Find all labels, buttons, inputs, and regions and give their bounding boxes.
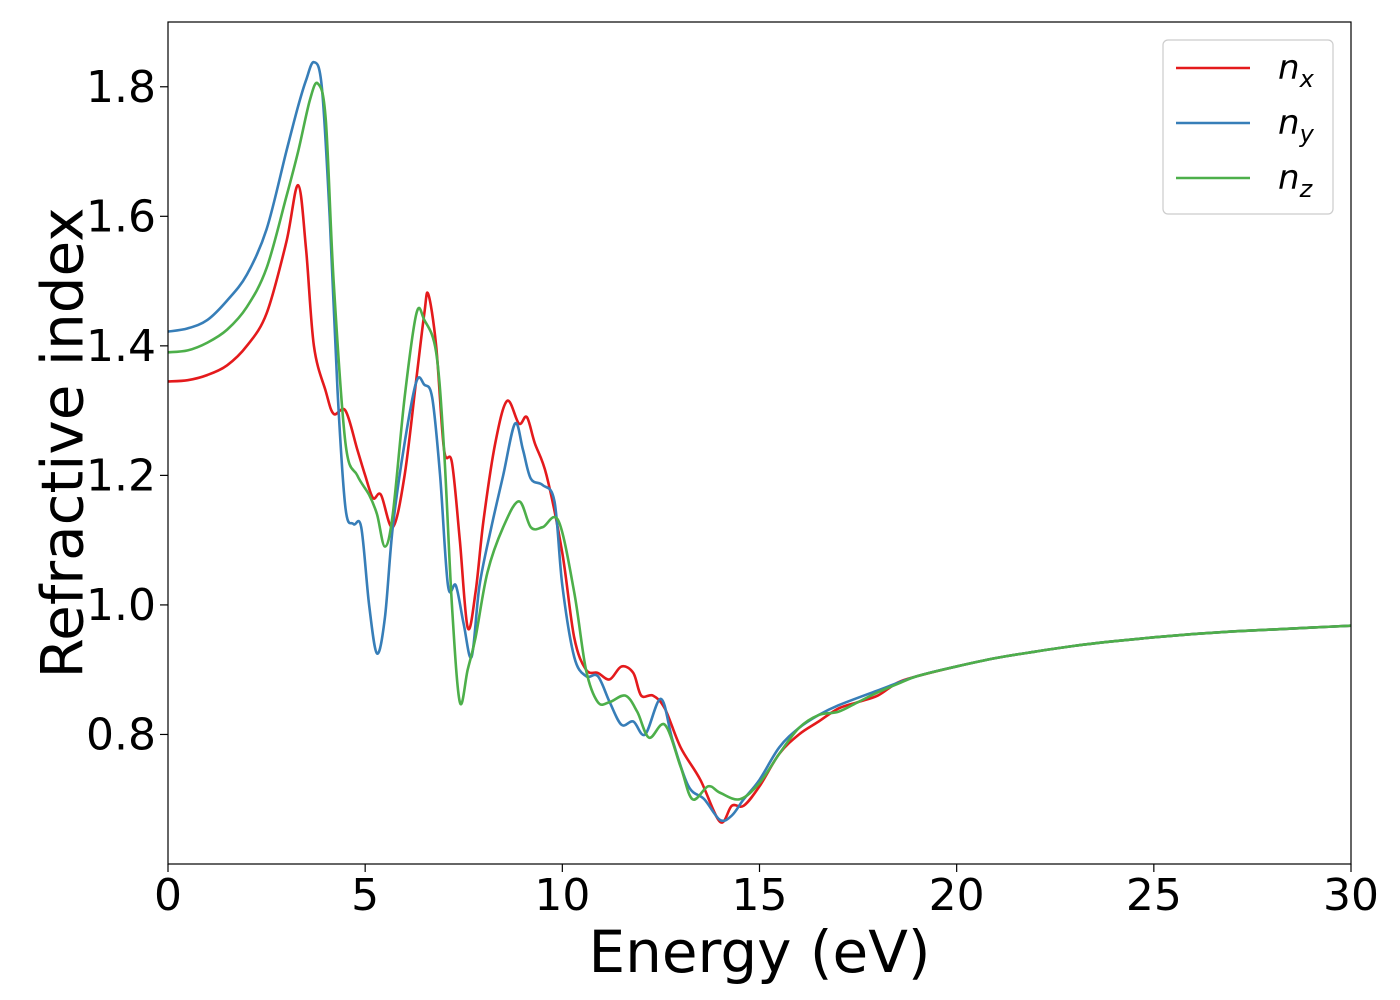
x-tick-label: 5: [351, 870, 379, 921]
y-tick-label: 1.0: [86, 580, 156, 631]
y-tick-label: 1.2: [86, 450, 156, 501]
series-layer: [168, 60, 1351, 824]
x-tick-label: 15: [732, 870, 788, 921]
y-tick-label: 1.4: [86, 321, 156, 372]
y-axis-title: Refractive index: [28, 207, 96, 678]
legend: nx ny nz: [1162, 39, 1334, 215]
x-tick-label: 25: [1126, 870, 1182, 921]
x-axis: 0 5 10 15 20 25 30: [154, 864, 1379, 921]
y-tick-label: 1.8: [86, 62, 156, 113]
x-tick-label: 0: [154, 870, 182, 921]
legend-label-nx: nx: [1278, 48, 1315, 93]
y-tick-label: 1.6: [86, 191, 156, 242]
y-axis: 0.8 1.0 1.2 1.4 1.6 1.8: [86, 62, 168, 760]
x-tick-label: 30: [1323, 870, 1379, 921]
y-tick-label: 0.8: [86, 709, 156, 760]
x-tick-label: 20: [929, 870, 985, 921]
legend-label-ny: ny: [1278, 103, 1315, 148]
legend-box: [1162, 39, 1334, 215]
series-line-nz: [168, 81, 1351, 801]
x-axis-title: Energy (eV): [588, 918, 930, 986]
legend-label-nz: nz: [1278, 158, 1314, 203]
x-tick-label: 10: [534, 870, 590, 921]
